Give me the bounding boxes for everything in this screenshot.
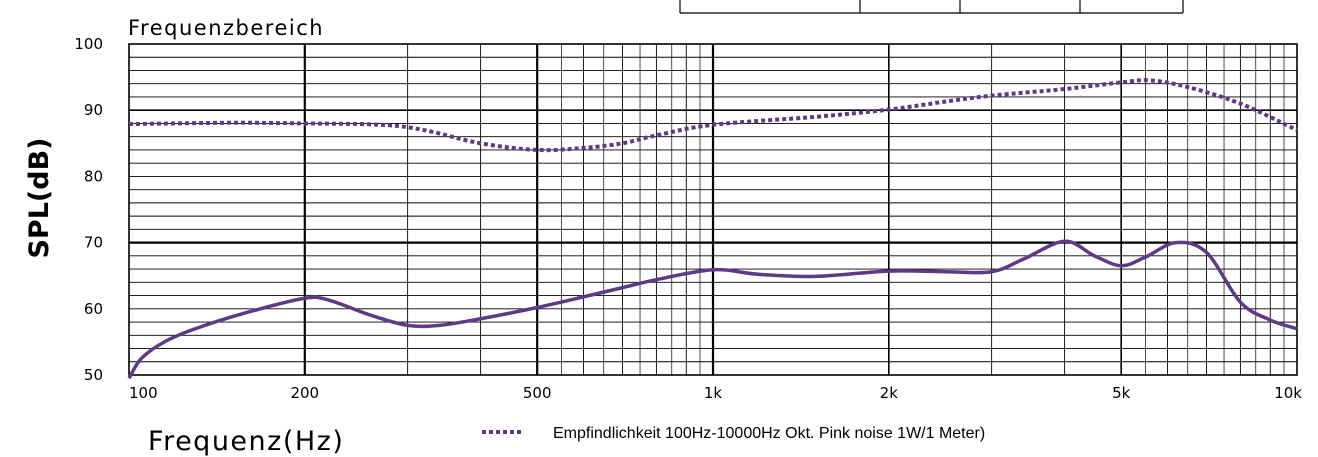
top-table-fragment [679, 0, 1184, 14]
y-tick-label: 50 [84, 366, 103, 384]
x-tick-label: 10k [1274, 384, 1302, 402]
x-axis-label: Frequenz(Hz) [148, 426, 344, 457]
x-tick-label: 100 [129, 384, 158, 402]
y-tick-label: 100 [74, 35, 103, 53]
series-line-dotted [128, 78, 1298, 153]
y-tick-label: 80 [84, 167, 103, 185]
y-tick-label: 70 [84, 234, 103, 252]
x-tick-labels: 100 200 500 1k 2k 5k 10k [129, 384, 1302, 402]
grid-major [128, 43, 1298, 376]
x-tick-label: 5k [1112, 384, 1131, 402]
y-tick-label: 60 [84, 300, 103, 318]
plot-frame [128, 43, 1298, 376]
x-tick-label: 2k [880, 384, 899, 402]
y-axis-label: SPL(dB) [24, 137, 55, 258]
y-tick-labels: 50 60 70 80 90 100 [74, 35, 103, 384]
series-line-solid [127, 239, 1298, 380]
x-tick-label: 500 [523, 384, 552, 402]
series-layer [127, 78, 1298, 380]
chart-title: Frequenzbereich [128, 16, 324, 40]
legend: Empfindlichkeit 100Hz-10000Hz Okt. Pink … [482, 425, 985, 442]
x-tick-label: 1k [704, 384, 723, 402]
legend-entry-label: Empfindlichkeit 100Hz-10000Hz Okt. Pink … [553, 425, 985, 442]
x-tick-label: 200 [290, 384, 319, 402]
y-tick-label: 90 [84, 101, 103, 119]
